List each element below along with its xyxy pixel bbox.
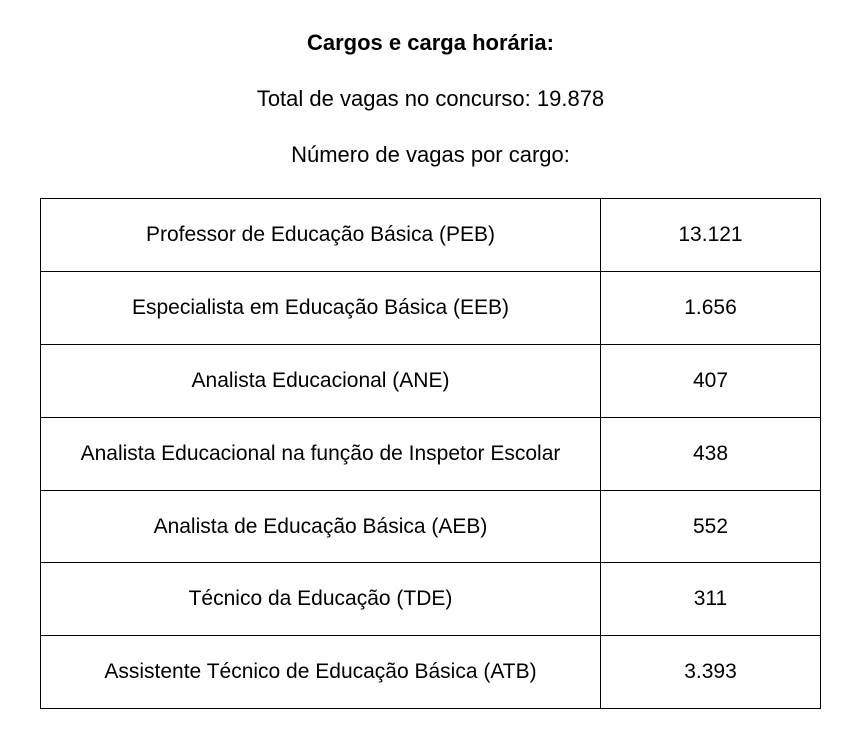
- position-name-cell: Analista Educacional na função de Inspet…: [41, 417, 601, 490]
- position-name-cell: Assistente Técnico de Educação Básica (A…: [41, 636, 601, 709]
- page-title: Cargos e carga horária:: [40, 30, 821, 56]
- positions-table-container: Professor de Educação Básica (PEB) 13.12…: [40, 198, 821, 709]
- position-name-cell: Analista de Educação Básica (AEB): [41, 490, 601, 563]
- vacancies-by-position-text: Número de vagas por cargo:: [40, 142, 821, 168]
- position-vacancies-cell: 438: [601, 417, 821, 490]
- table-row: Especialista em Educação Básica (EEB) 1.…: [41, 271, 821, 344]
- position-name-cell: Técnico da Educação (TDE): [41, 563, 601, 636]
- table-row: Técnico da Educação (TDE) 311: [41, 563, 821, 636]
- position-name-cell: Professor de Educação Básica (PEB): [41, 199, 601, 272]
- positions-table: Professor de Educação Básica (PEB) 13.12…: [40, 198, 821, 709]
- table-row: Analista Educacional na função de Inspet…: [41, 417, 821, 490]
- document-header: Cargos e carga horária: Total de vagas n…: [40, 30, 821, 168]
- table-row: Professor de Educação Básica (PEB) 13.12…: [41, 199, 821, 272]
- total-vacancies-text: Total de vagas no concurso: 19.878: [40, 86, 821, 112]
- position-vacancies-cell: 13.121: [601, 199, 821, 272]
- position-vacancies-cell: 552: [601, 490, 821, 563]
- position-vacancies-cell: 3.393: [601, 636, 821, 709]
- position-vacancies-cell: 407: [601, 344, 821, 417]
- position-name-cell: Analista Educacional (ANE): [41, 344, 601, 417]
- position-vacancies-cell: 1.656: [601, 271, 821, 344]
- table-row: Analista Educacional (ANE) 407: [41, 344, 821, 417]
- table-row: Analista de Educação Básica (AEB) 552: [41, 490, 821, 563]
- position-vacancies-cell: 311: [601, 563, 821, 636]
- table-row: Assistente Técnico de Educação Básica (A…: [41, 636, 821, 709]
- position-name-cell: Especialista em Educação Básica (EEB): [41, 271, 601, 344]
